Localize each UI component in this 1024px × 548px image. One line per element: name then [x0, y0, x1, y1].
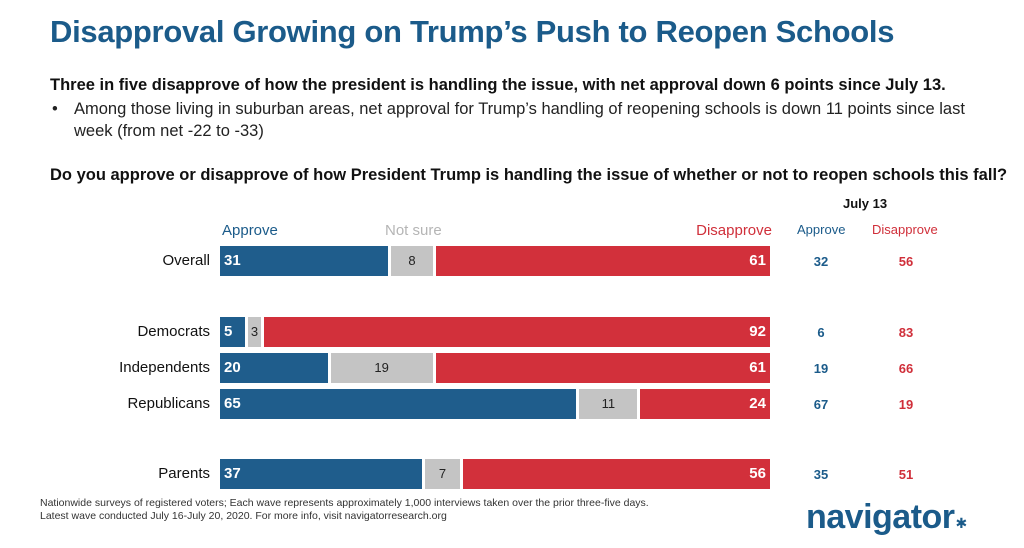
logo-text: navigator	[806, 498, 955, 536]
prior-disapprove-democrats: 83	[898, 325, 914, 340]
bar-parents-approve	[220, 459, 422, 489]
subtitle: Three in five disapprove of how the pres…	[50, 76, 946, 94]
legend-approve: Approve	[222, 222, 278, 239]
data-label-parents-approve: 37	[224, 465, 241, 482]
bar-independents-approve	[220, 353, 328, 383]
prior-disapprove-parents: 51	[898, 467, 914, 482]
data-label-parents-not-sure: 7	[438, 466, 447, 481]
data-label-republicans-approve: 65	[224, 395, 241, 412]
legend-not-sure: Not sure	[385, 222, 442, 239]
prior-disapprove-independents: 66	[898, 361, 914, 376]
bullet-note: • Among those living in suburban areas, …	[50, 98, 1000, 142]
legend-disapprove: Disapprove	[696, 222, 772, 239]
bar-parents-disapprove	[463, 459, 770, 489]
footnote-line-1: Nationwide surveys of registered voters;…	[40, 497, 649, 509]
page-title: Disapproval Growing on Trump’s Push to R…	[50, 14, 895, 49]
bullet-text: Among those living in suburban areas, ne…	[74, 100, 965, 140]
footnote: Nationwide surveys of registered voters;…	[40, 497, 649, 523]
prior-approve-republicans: 67	[813, 397, 829, 412]
prior-approve-parents: 35	[813, 467, 829, 482]
data-label-democrats-not-sure: 3	[250, 324, 259, 339]
bar-democrats-approve	[220, 317, 245, 347]
data-label-overall-approve: 31	[224, 252, 241, 269]
data-label-independents-disapprove: 61	[749, 359, 766, 376]
bar-overall-not-sure	[391, 246, 433, 276]
bar-republicans-disapprove	[640, 389, 770, 419]
star-icon: ✱	[955, 515, 968, 531]
bar-democrats-disapprove	[264, 317, 770, 347]
data-label-republicans-not-sure: 11	[601, 396, 616, 411]
prior-disapprove-header: Disapprove	[872, 222, 938, 237]
data-label-democrats-disapprove: 92	[749, 323, 766, 340]
data-label-overall-disapprove: 61	[749, 252, 766, 269]
prior-wave-label: July 13	[843, 196, 888, 211]
data-label-parents-disapprove: 56	[749, 465, 766, 482]
prior-approve-democrats: 6	[817, 325, 825, 340]
prior-approve-independents: 19	[813, 361, 829, 376]
bar-republicans-not-sure	[579, 389, 638, 419]
navigator-logo: navigator✱	[806, 498, 967, 537]
bar-parents-not-sure	[424, 459, 461, 489]
survey-question: Do you approve or disapprove of how Pres…	[50, 166, 1008, 184]
bar-democrats-not-sure	[247, 317, 262, 347]
data-label-overall-not-sure: 8	[408, 253, 416, 268]
category-label-independents: Independents	[119, 359, 210, 376]
data-label-democrats-approve: 5	[224, 323, 233, 340]
data-label-republicans-disapprove: 24	[749, 395, 766, 412]
prior-disapprove-republicans: 19	[898, 397, 914, 412]
data-label-independents-approve: 20	[224, 359, 241, 376]
category-label-overall: Overall	[162, 252, 210, 269]
prior-approve-header: Approve	[797, 222, 846, 237]
bar-republicans-approve	[220, 389, 577, 419]
bar-independents-disapprove	[435, 353, 770, 383]
category-label-democrats: Democrats	[137, 323, 210, 340]
bullet-dot-icon: •	[52, 100, 58, 118]
category-label-republicans: Republicans	[127, 395, 210, 412]
bar-independents-not-sure	[330, 353, 433, 383]
category-label-parents: Parents	[158, 465, 210, 482]
data-label-independents-not-sure: 19	[374, 360, 389, 375]
bar-overall-approve	[220, 246, 389, 276]
prior-approve-overall: 32	[813, 254, 829, 269]
bar-overall-disapprove	[435, 246, 770, 276]
prior-disapprove-overall: 56	[898, 254, 914, 269]
footnote-line-2: Latest wave conducted July 16-July 20, 2…	[40, 510, 447, 522]
